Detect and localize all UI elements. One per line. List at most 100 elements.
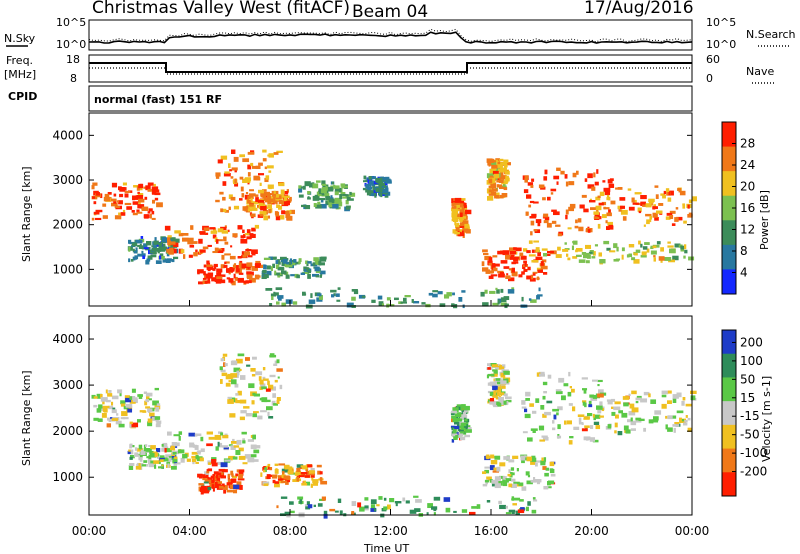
data-cell bbox=[536, 372, 541, 377]
data-cell bbox=[259, 386, 263, 391]
data-cell bbox=[263, 378, 269, 381]
data-cell bbox=[565, 209, 569, 215]
data-cell bbox=[203, 271, 206, 276]
data-cell bbox=[607, 179, 613, 184]
data-cell bbox=[524, 178, 528, 183]
data-cell bbox=[259, 397, 263, 401]
data-cell bbox=[137, 193, 144, 197]
data-cell bbox=[547, 374, 552, 379]
data-cell bbox=[271, 202, 275, 205]
data-cell bbox=[518, 274, 523, 278]
colorbar-tick-label: -15 bbox=[740, 409, 760, 423]
data-cell bbox=[262, 466, 266, 471]
data-cell bbox=[378, 185, 382, 191]
data-cell bbox=[373, 180, 381, 185]
data-cell bbox=[93, 404, 98, 408]
data-cell bbox=[286, 189, 289, 193]
data-cell bbox=[238, 272, 244, 275]
data-cell bbox=[198, 238, 203, 244]
data-cell bbox=[458, 297, 463, 302]
data-cell bbox=[262, 481, 270, 485]
data-cell bbox=[549, 469, 555, 474]
data-cell bbox=[505, 275, 511, 280]
data-cell bbox=[233, 273, 236, 279]
data-cell bbox=[317, 503, 323, 507]
data-cell bbox=[484, 466, 492, 469]
data-cell bbox=[577, 218, 582, 223]
data-blob bbox=[276, 495, 538, 519]
data-cell bbox=[578, 226, 584, 232]
data-cell bbox=[344, 185, 349, 188]
data-cell bbox=[129, 443, 133, 448]
data-cell bbox=[487, 367, 491, 370]
data-cell bbox=[339, 510, 343, 515]
data-cell bbox=[571, 388, 575, 393]
data-cell bbox=[658, 203, 664, 206]
data-cell bbox=[245, 413, 252, 417]
data-cell bbox=[462, 427, 468, 431]
data-cell bbox=[464, 209, 472, 215]
data-cell bbox=[578, 259, 586, 263]
data-cell bbox=[250, 435, 254, 438]
colorbar-swatch bbox=[722, 448, 736, 473]
data-cell bbox=[237, 277, 244, 283]
data-cell bbox=[500, 162, 508, 166]
data-cell bbox=[567, 227, 572, 230]
data-cell bbox=[492, 170, 499, 175]
data-cell bbox=[232, 456, 238, 460]
data-cell bbox=[287, 470, 294, 475]
data-cell bbox=[635, 417, 641, 421]
data-cell bbox=[323, 510, 328, 516]
data-cell bbox=[634, 252, 638, 256]
data-cell bbox=[454, 207, 460, 212]
data-cell bbox=[262, 269, 267, 274]
data-cell bbox=[533, 477, 536, 481]
data-cell bbox=[492, 369, 496, 372]
data-cell bbox=[136, 185, 140, 191]
data-cell bbox=[602, 180, 606, 183]
data-cell bbox=[541, 259, 547, 263]
data-cell bbox=[256, 177, 261, 181]
data-cell bbox=[547, 196, 551, 201]
data-cell bbox=[530, 299, 537, 303]
data-cell bbox=[500, 288, 504, 293]
data-cell bbox=[500, 260, 508, 264]
data-cell bbox=[283, 197, 288, 203]
data-cell bbox=[459, 198, 466, 201]
data-cell bbox=[631, 407, 639, 413]
data-cell bbox=[490, 274, 498, 277]
data-cell bbox=[541, 457, 544, 461]
data-cell bbox=[487, 270, 493, 274]
data-cell bbox=[496, 389, 501, 393]
data-cell bbox=[251, 227, 256, 232]
data-cell bbox=[460, 406, 463, 411]
data-cell bbox=[465, 429, 472, 433]
data-cell bbox=[378, 181, 383, 187]
data-cell bbox=[606, 399, 613, 402]
data-cell bbox=[132, 248, 135, 253]
data-cell bbox=[677, 188, 682, 191]
data-cell bbox=[267, 154, 271, 157]
data-cell bbox=[145, 185, 151, 191]
data-cell bbox=[164, 225, 171, 231]
data-cell bbox=[216, 480, 220, 484]
nave-rbottom: 0 bbox=[706, 72, 713, 85]
data-cell bbox=[115, 420, 122, 425]
data-cell bbox=[455, 406, 463, 411]
data-cell bbox=[172, 457, 178, 463]
data-cell bbox=[266, 270, 272, 276]
data-cell bbox=[296, 476, 300, 482]
cpid-label: CPID bbox=[8, 90, 37, 103]
data-cell bbox=[582, 388, 588, 391]
data-cell bbox=[497, 250, 504, 255]
data-cell bbox=[527, 266, 531, 271]
data-cell bbox=[433, 496, 441, 501]
data-cell bbox=[589, 200, 596, 203]
data-cell bbox=[255, 165, 261, 170]
data-cell bbox=[231, 149, 236, 154]
data-cell bbox=[257, 205, 260, 208]
data-cell bbox=[494, 263, 500, 267]
data-cell bbox=[271, 296, 274, 301]
data-cell bbox=[520, 255, 527, 260]
data-cell bbox=[141, 253, 146, 257]
